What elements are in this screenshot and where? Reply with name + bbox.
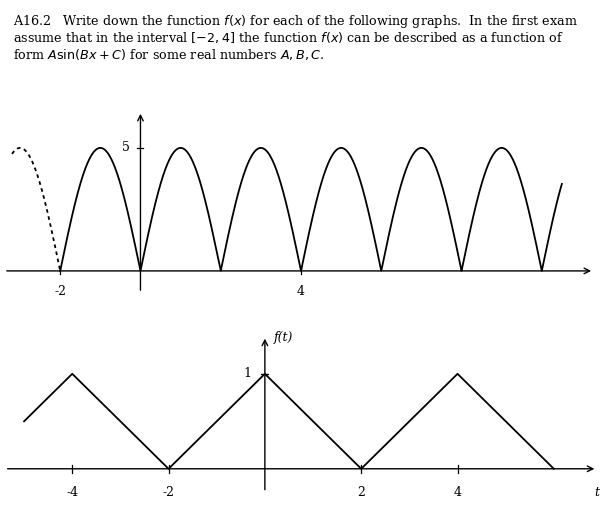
Text: t: t xyxy=(595,486,600,499)
Text: form $A\sin(Bx + C)$ for some real numbers $A, B, C$.: form $A\sin(Bx + C)$ for some real numbe… xyxy=(13,47,324,62)
Text: f(t): f(t) xyxy=(274,331,293,344)
Text: 4: 4 xyxy=(297,285,305,298)
Text: 5: 5 xyxy=(122,141,129,154)
Text: 4: 4 xyxy=(453,486,462,499)
Text: assume that in the interval $[-2, 4]$ the function $f(x)$ can be described as a : assume that in the interval $[-2, 4]$ th… xyxy=(13,30,563,45)
Text: A16.2   Write down the function $f(x)$ for each of the following graphs.  In the: A16.2 Write down the function $f(x)$ for… xyxy=(13,13,578,30)
Text: -4: -4 xyxy=(66,486,78,499)
Text: 1: 1 xyxy=(244,367,252,380)
Text: 2: 2 xyxy=(357,486,365,499)
Text: -2: -2 xyxy=(54,285,66,298)
Text: -2: -2 xyxy=(163,486,175,499)
